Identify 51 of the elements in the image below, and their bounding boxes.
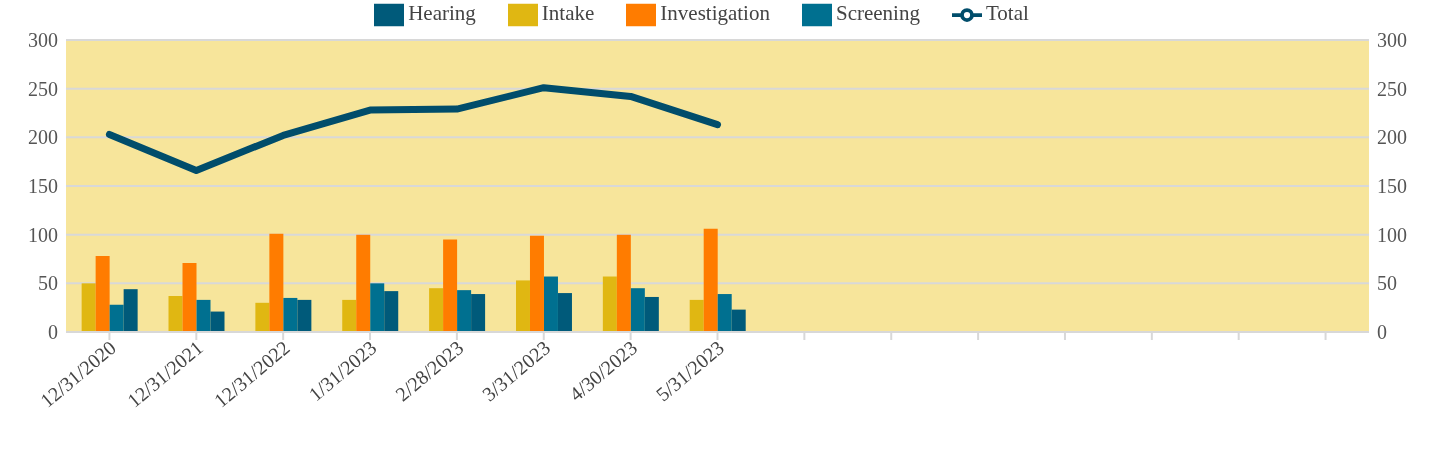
y2-tick-label: 0	[1377, 321, 1387, 344]
bar	[429, 288, 444, 332]
y-tick-label: 200	[28, 126, 58, 149]
legend-label: Investigation	[660, 0, 770, 25]
bar	[384, 291, 399, 332]
y-tick-label: 0	[48, 321, 58, 344]
y-tick-label: 50	[38, 272, 58, 295]
bar	[557, 293, 572, 332]
bar	[81, 283, 96, 332]
bar	[297, 299, 312, 332]
y2-tick-label: 150	[1377, 175, 1407, 198]
bar	[210, 311, 225, 332]
bar	[370, 283, 385, 332]
bar	[703, 228, 718, 332]
bar	[471, 294, 486, 332]
bar	[255, 302, 270, 332]
bar	[182, 262, 197, 332]
bar	[731, 309, 746, 332]
bar	[515, 280, 530, 332]
y2-tick-label: 50	[1377, 272, 1397, 295]
y-tick-label: 150	[28, 175, 58, 198]
y-tick-label: 250	[28, 77, 58, 100]
bar	[109, 304, 124, 332]
legend-label: Total	[985, 0, 1029, 25]
bar	[602, 276, 617, 332]
bar	[644, 296, 659, 332]
y-tick-label: 300	[28, 29, 58, 52]
bar	[529, 235, 544, 332]
legend-label: Screening	[835, 0, 920, 25]
y2-tick-label: 250	[1377, 77, 1407, 100]
bar	[269, 233, 284, 332]
legend-label: Hearing	[408, 0, 476, 25]
bar	[443, 239, 458, 332]
bar	[196, 299, 211, 332]
bar	[457, 290, 472, 332]
y-tick-label: 100	[28, 223, 58, 246]
y2-tick-label: 100	[1377, 223, 1407, 246]
bar	[356, 234, 371, 332]
bar	[543, 276, 558, 332]
bar	[717, 294, 732, 332]
y2-tick-label: 200	[1377, 126, 1407, 149]
bar	[616, 234, 631, 332]
bar	[689, 299, 704, 332]
bar	[95, 256, 110, 332]
bar	[168, 295, 183, 332]
legend-label: Intake	[541, 0, 595, 25]
bar	[283, 297, 298, 332]
bar	[342, 299, 357, 332]
bar	[630, 288, 645, 332]
y2-tick-label: 300	[1377, 29, 1407, 52]
bar	[123, 289, 138, 332]
